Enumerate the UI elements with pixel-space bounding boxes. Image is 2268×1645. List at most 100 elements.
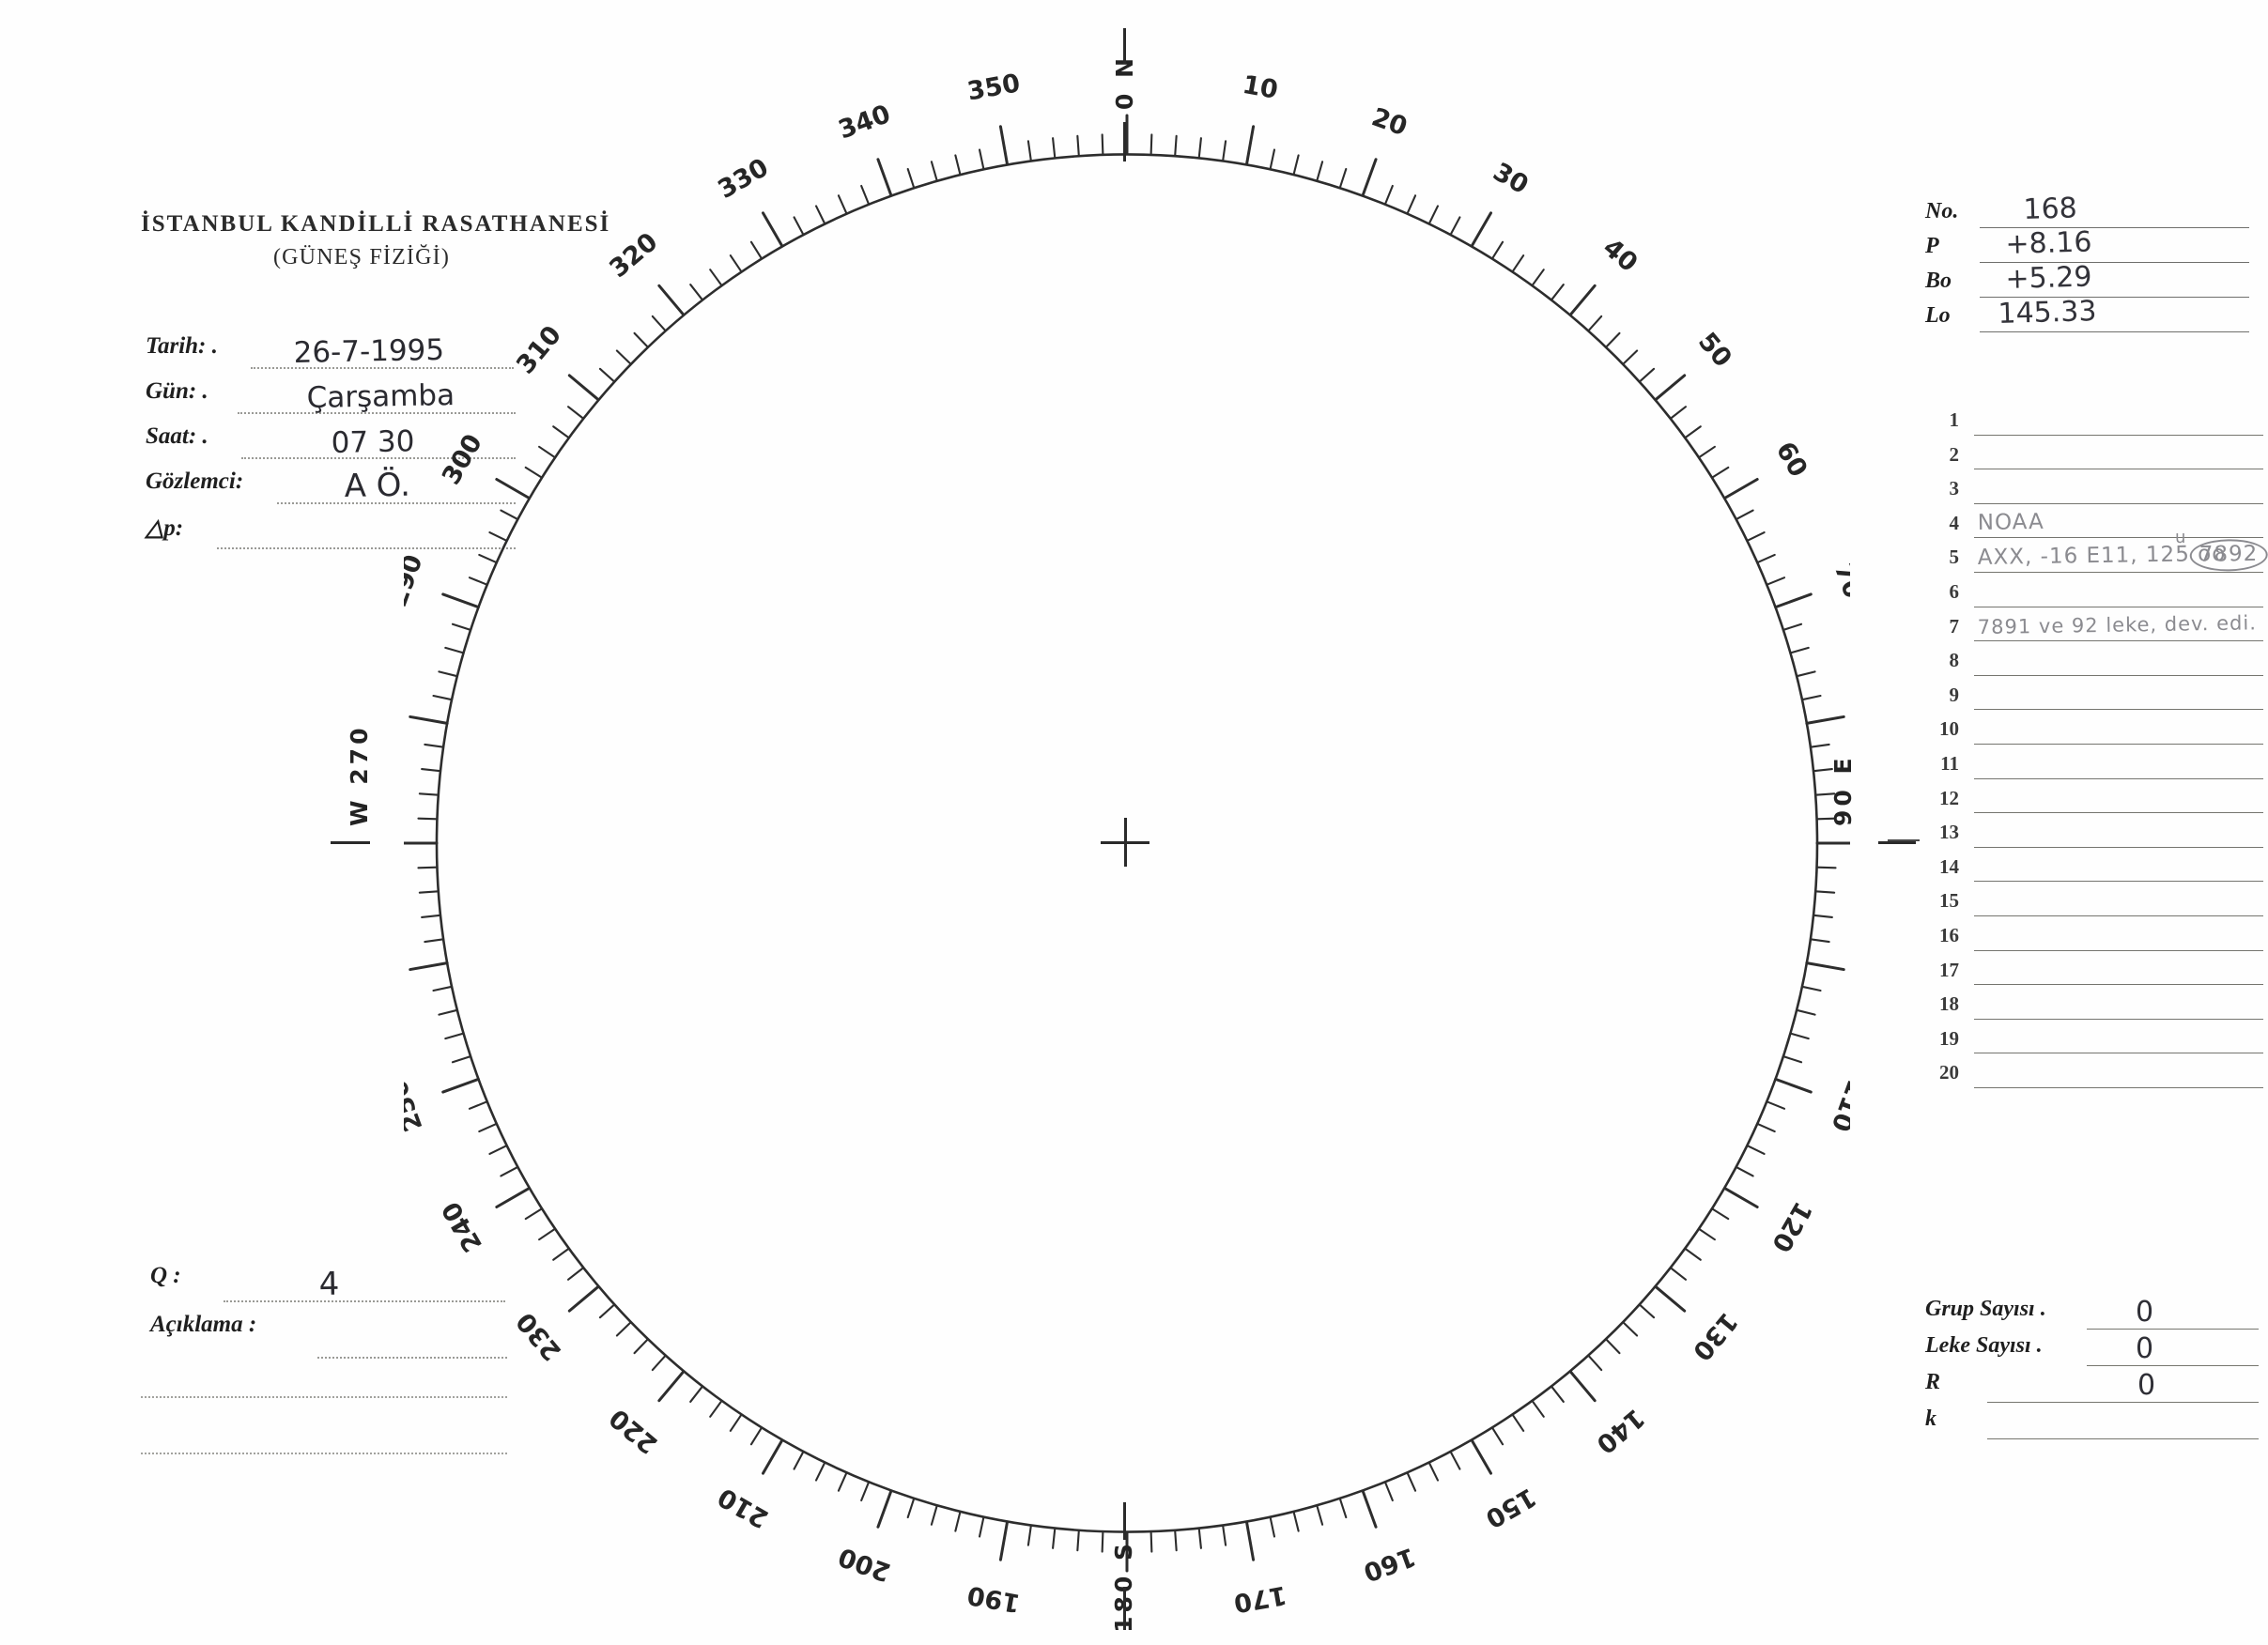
list-row-rule	[1974, 777, 2263, 779]
list-row[interactable]: 3	[1916, 474, 2263, 509]
svg-text:40: 40	[1597, 233, 1643, 278]
list-row-number: 19	[1939, 1026, 1959, 1050]
svg-text:230: 230	[511, 1307, 567, 1366]
svg-text:330: 330	[713, 153, 773, 205]
summary-rule-r	[1987, 1402, 2259, 1403]
list-row-number: 5	[1949, 546, 1960, 569]
svg-text:10: 10	[1241, 70, 1280, 105]
list-row-rule	[1974, 812, 2263, 814]
summary-value-grup-sayisi[interactable]: 0	[2136, 1296, 2154, 1329]
list-row-rule	[1974, 674, 2263, 676]
list-row-rule	[1974, 502, 2263, 504]
svg-text:220: 220	[604, 1403, 663, 1459]
svg-text:140: 140	[1591, 1403, 1650, 1459]
svg-text:250: 250	[404, 1076, 428, 1136]
field-row-q: Q : 4	[150, 1263, 545, 1312]
summary-label-grup-sayisi: Grup Sayısı .	[1925, 1297, 2046, 1321]
protractor-svg: 1020304050607080100110120130140150160170…	[404, 69, 1850, 1618]
list-row-number: 13	[1939, 821, 1959, 844]
list-row-number: 7	[1949, 614, 1960, 638]
list-row-rule	[1974, 640, 2263, 642]
param-value-no[interactable]: 168	[2023, 192, 2078, 226]
list-row[interactable]: 15	[1916, 886, 2263, 921]
list-row[interactable]: 20	[1916, 1058, 2263, 1093]
list-row[interactable]: 19	[1916, 1024, 2263, 1059]
field-label-q: Q :	[150, 1263, 181, 1288]
list-row[interactable]: 16	[1916, 921, 2263, 956]
param-row-no: No. 168	[1925, 192, 2249, 232]
list-row-number: 20	[1939, 1061, 1959, 1084]
summary-row-grup-sayisi: Grup Sayısı . 0	[1925, 1296, 2259, 1332]
summary-label-k: k	[1925, 1407, 1936, 1431]
list-row[interactable]: 5 AXX, -16 E11, 125 oo u 7892	[1916, 528, 2268, 577]
notes-line-2[interactable]	[141, 1368, 545, 1424]
list-row-rule	[1974, 949, 2263, 951]
svg-text:50: 50	[1692, 327, 1737, 373]
list-row[interactable]: 1	[1916, 406, 2263, 440]
param-rule-bo	[1980, 297, 2249, 298]
observatory-subtitle: (GÜNEŞ FİZİĞİ)	[272, 245, 451, 269]
list-row-number: 8	[1949, 649, 1960, 672]
list-row-number: 3	[1949, 477, 1960, 500]
list-row[interactable]: 4 NOAA	[1916, 509, 2263, 544]
row-11-connector-tick	[1888, 839, 1920, 841]
summary-counts-block: Grup Sayısı . 0 Leke Sayısı . 0 R 0 k	[1925, 1296, 2259, 1442]
list-row[interactable]: 2	[1916, 440, 2263, 475]
param-rule-no	[1980, 227, 2249, 228]
svg-text:300: 300	[437, 429, 488, 489]
summary-row-leke-sayisi: Leke Sayısı . 0	[1925, 1332, 2259, 1369]
notes-dotline-2	[141, 1396, 507, 1398]
list-row[interactable]: 10	[1916, 715, 2263, 749]
list-row-rule	[1974, 984, 2263, 986]
list-row[interactable]: 6	[1916, 577, 2263, 612]
field-row-gun: Gün: . Çarşamba	[146, 378, 540, 423]
list-row-text: NOAA	[1977, 510, 2045, 536]
summary-rule-leke-sayisi	[2087, 1365, 2259, 1366]
field-value-saat[interactable]: 07 30	[331, 424, 415, 460]
summary-value-leke-sayisi[interactable]: 0	[2136, 1332, 2154, 1365]
field-label-gozlemci: Gözlemci:	[146, 469, 244, 494]
notes-line-3[interactable]	[141, 1424, 545, 1481]
param-row-p: P +8.16	[1925, 225, 2249, 267]
param-value-lo[interactable]: 145.33	[1998, 295, 2097, 331]
param-label-no: No.	[1925, 199, 1959, 223]
cardinal-west-label: W 270	[346, 724, 373, 826]
list-row[interactable]: 11	[1916, 749, 2263, 784]
svg-text:350: 350	[965, 69, 1023, 106]
list-row-rule	[1974, 881, 2263, 883]
field-label-aciklama: Açıklama :	[150, 1312, 257, 1337]
list-row[interactable]: 18	[1916, 990, 2263, 1024]
list-row-number: 9	[1949, 683, 1960, 706]
param-value-p[interactable]: +8.16	[2005, 225, 2092, 261]
list-row-rule	[1974, 846, 2263, 848]
field-value-q[interactable]: 4	[318, 1265, 340, 1303]
list-row[interactable]: 17	[1916, 956, 2263, 991]
list-row-circled-number: 7892	[2189, 538, 2268, 572]
list-row-rule	[1974, 709, 2263, 711]
list-row[interactable]: 12	[1916, 784, 2263, 819]
summary-label-leke-sayisi: Leke Sayısı .	[1925, 1333, 2043, 1358]
svg-text:170: 170	[1231, 1579, 1288, 1617]
summary-value-r[interactable]: 0	[2137, 1369, 2156, 1402]
list-row[interactable]: 7 7891 ve 92 leke, dev. edi.	[1916, 611, 2263, 647]
field-value-gozlemci[interactable]: A Ö.	[344, 466, 411, 505]
list-row[interactable]: 13	[1916, 818, 2263, 853]
field-label-saat: Saat: .	[146, 423, 208, 449]
quality-and-notes-block: Q : 4 Açıklama :	[141, 1263, 545, 1481]
svg-text:340: 340	[835, 100, 895, 145]
svg-text:290: 290	[404, 551, 428, 611]
field-dotline-delta-p	[217, 547, 516, 549]
param-value-bo[interactable]: +5.29	[2005, 260, 2092, 296]
param-rule-p	[1980, 262, 2249, 263]
field-dotline-aciklama	[317, 1357, 507, 1359]
list-row[interactable]: 8	[1916, 646, 2263, 681]
field-label-tarih: Tarih: .	[146, 333, 218, 359]
svg-text:320: 320	[604, 227, 663, 284]
degree-ticks-group	[404, 114, 1850, 1573]
param-row-bo: Bo +5.29	[1925, 260, 2249, 301]
west-pointer-tick	[331, 841, 370, 844]
list-row[interactable]: 9	[1916, 681, 2263, 715]
summary-row-k: k	[1925, 1406, 2259, 1442]
list-row[interactable]: 14	[1916, 853, 2263, 887]
